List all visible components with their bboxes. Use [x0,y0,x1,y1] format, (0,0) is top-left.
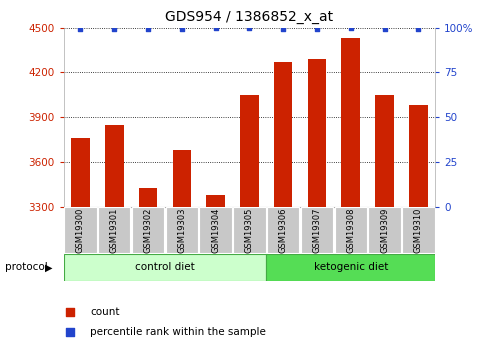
Point [380,27,387,32]
Bar [240,95,258,207]
FancyBboxPatch shape [98,207,130,253]
Bar [341,38,359,207]
Text: GSM19307: GSM19307 [312,208,321,253]
Text: GSM19309: GSM19309 [379,208,388,253]
Point [441,235,448,241]
Text: GSM19302: GSM19302 [143,208,152,253]
Text: ketogenic diet: ketogenic diet [313,263,387,272]
Text: GSM19303: GSM19303 [177,208,186,253]
FancyBboxPatch shape [401,207,434,253]
Text: protocol: protocol [5,263,47,272]
Text: count: count [90,307,120,317]
Bar [206,195,224,207]
Text: ▶: ▶ [45,263,52,272]
Text: GSM19300: GSM19300 [76,208,85,253]
Bar [139,188,157,207]
Point [245,25,253,30]
FancyBboxPatch shape [266,207,299,253]
FancyBboxPatch shape [165,207,198,253]
Point [144,27,152,32]
Text: control diet: control diet [135,263,194,272]
Point [77,27,84,32]
Text: GSM19301: GSM19301 [109,208,119,253]
FancyBboxPatch shape [266,254,434,281]
Bar [105,125,123,207]
FancyBboxPatch shape [367,207,400,253]
Bar [408,105,427,207]
Point [178,27,185,32]
Text: GSM19304: GSM19304 [211,208,220,253]
FancyBboxPatch shape [199,207,231,253]
Bar [273,62,292,207]
Point [346,25,354,30]
FancyBboxPatch shape [64,207,97,253]
Text: GSM19306: GSM19306 [278,208,287,253]
FancyBboxPatch shape [300,207,332,253]
Text: percentile rank within the sample: percentile rank within the sample [90,327,266,337]
Title: GDS954 / 1386852_x_at: GDS954 / 1386852_x_at [165,10,333,24]
Bar [172,150,191,207]
Point [441,47,448,53]
Bar [71,138,90,207]
Text: GSM19310: GSM19310 [413,208,422,253]
Point [211,25,219,30]
FancyBboxPatch shape [334,207,366,253]
Text: GSM19308: GSM19308 [346,208,354,253]
Point [312,27,320,32]
Bar [307,59,325,207]
FancyBboxPatch shape [63,254,266,281]
Text: GSM19305: GSM19305 [244,208,253,253]
Point [110,27,118,32]
Point [279,27,286,32]
FancyBboxPatch shape [132,207,164,253]
FancyBboxPatch shape [233,207,265,253]
Point [413,27,421,32]
Bar [374,95,393,207]
